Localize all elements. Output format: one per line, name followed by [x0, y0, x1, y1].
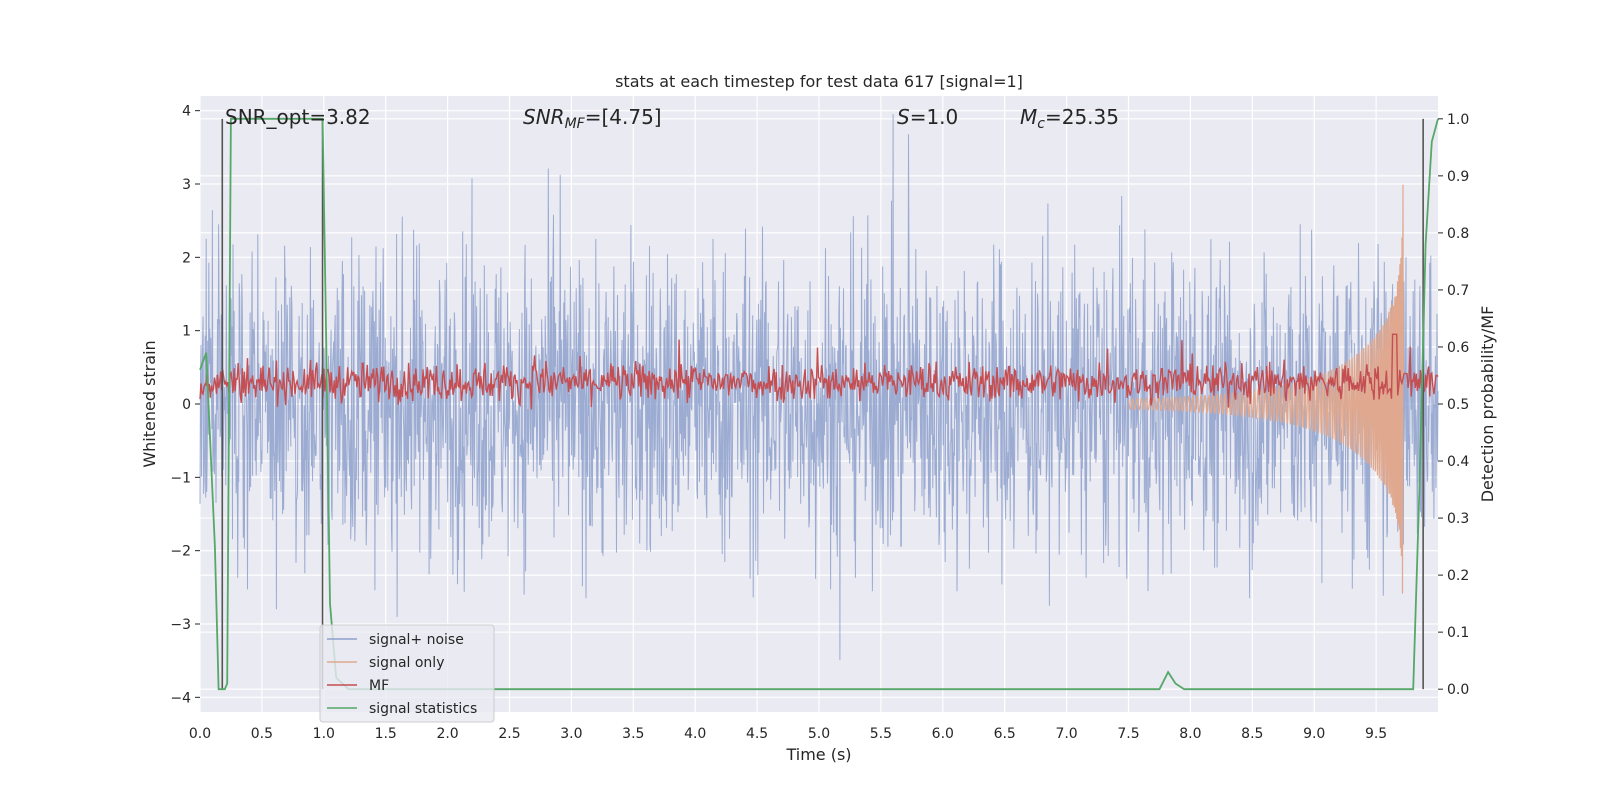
- series-signal-only: [1127, 184, 1404, 594]
- marker-lines: [221, 118, 1424, 690]
- legend-box: [319, 624, 495, 723]
- x-tick-label: 9.0: [1303, 726, 1325, 742]
- x-tick-label: 7.5: [1117, 726, 1139, 742]
- mf-line: [199, 333, 1439, 410]
- x-tick-labels: 0.0 0.5 1.0 1.5 2.0 2.5 3.0 3.5 4.0 4.5 5.0 5.5 6.0 6…: [189, 726, 1387, 742]
- x-tick-label: 0.0: [189, 726, 211, 742]
- legend-label-mf: MF: [369, 678, 389, 694]
- y2-tick-label: 0.2: [1447, 568, 1469, 584]
- annotation-mc-sub: c: [1037, 116, 1045, 132]
- signal-statistics-line: [199, 117, 1439, 691]
- legend-label-signal-only: signal only: [369, 655, 444, 671]
- x-tick-label: 1.5: [375, 726, 397, 742]
- x-tick-label: 8.5: [1241, 726, 1263, 742]
- y-tick-label: 1: [182, 324, 191, 340]
- y-tick-label: 4: [182, 104, 191, 120]
- y2-tick-label: 0.6: [1447, 340, 1469, 356]
- y-tick-label: 0: [182, 397, 191, 413]
- x-tick-label: 3.5: [622, 726, 644, 742]
- annotation-s-tail: =1.0: [910, 105, 959, 129]
- annotation-snr-mf-tail: =[4.75]: [585, 105, 662, 129]
- y2-tick-label: 0.3: [1447, 511, 1469, 527]
- y2-tick-label: 0.7: [1447, 283, 1469, 299]
- signal-noise-line: [199, 114, 1439, 661]
- x-tick-label: 2.5: [498, 726, 520, 742]
- x-tick-label: 5.0: [808, 726, 830, 742]
- annotation-snr-opt: SNR_opt=3.82: [225, 105, 371, 129]
- y2-tick-label: 0.0: [1447, 682, 1469, 698]
- annotation-s-base: S: [897, 105, 910, 129]
- legend: signal+ noise signal only MF signal stat…: [319, 624, 495, 723]
- legend-label-signal-statistics: signal statistics: [369, 701, 477, 717]
- x-tick-label: 1.0: [313, 726, 335, 742]
- signal-only-line: [1127, 184, 1404, 594]
- y2-tick-label: 0.4: [1447, 454, 1469, 470]
- y-tick-label: −4: [170, 690, 191, 706]
- annotation-mc-base: M: [1020, 105, 1037, 129]
- y2-tick-label: 0.9: [1447, 169, 1469, 185]
- x-tick-label: 7.0: [1055, 726, 1077, 742]
- y-tick-label: 2: [182, 250, 191, 266]
- x-tick-label: 6.0: [932, 726, 954, 742]
- x-tick-label: 5.5: [870, 726, 892, 742]
- x-tick-label: 8.0: [1179, 726, 1201, 742]
- annotation-snr-mf-sub: MF: [565, 116, 586, 132]
- annotation-snr-mf-base: SNR: [523, 105, 565, 129]
- y-tick-labels: 4 3 2 1 0 −1 −2 −3 −4: [170, 104, 200, 706]
- chart-title: stats at each timestep for test data 617…: [615, 72, 1023, 91]
- x-tick-label: 4.0: [684, 726, 706, 742]
- annotation-mc-tail: =25.35: [1045, 105, 1119, 129]
- x-tick-label: 3.0: [560, 726, 582, 742]
- series-mf: [199, 333, 1439, 410]
- x-axis-label: Time (s): [785, 745, 851, 764]
- series-signal-noise: [199, 114, 1439, 661]
- y-tick-label: −2: [170, 544, 191, 560]
- legend-label-signal-noise: signal+ noise: [369, 632, 464, 648]
- y2-axis-label: Detection probability/MF: [1478, 306, 1497, 503]
- annotation-s: S=1.0: [897, 105, 958, 129]
- y2-tick-label: 1.0: [1447, 112, 1469, 128]
- series-signal-statistics: [199, 117, 1439, 691]
- y2-tick-label: 0.5: [1447, 397, 1469, 413]
- x-tick-label: 9.5: [1365, 726, 1387, 742]
- annotation-snr-mf: SNRMF=[4.75]: [523, 105, 662, 132]
- x-tick-label: 6.5: [994, 726, 1016, 742]
- y-tick-label: −1: [170, 470, 191, 486]
- y2-tick-labels: 1.0 0.9 0.8 0.7 0.6 0.5 0.4 0.3 0.2 0.1 0.0: [1438, 112, 1469, 698]
- annotation-mc: Mc=25.35: [1020, 105, 1119, 132]
- y-tick-label: −3: [170, 617, 191, 633]
- y-tick-label: 3: [182, 177, 191, 193]
- x-tick-label: 0.5: [251, 726, 273, 742]
- x-tick-label: 2.0: [436, 726, 458, 742]
- y2-tick-label: 0.1: [1447, 625, 1469, 641]
- y2-tick-label: 0.8: [1447, 226, 1469, 242]
- x-tick-label: 4.5: [746, 726, 768, 742]
- y-axis-label: Whitened strain: [140, 340, 159, 467]
